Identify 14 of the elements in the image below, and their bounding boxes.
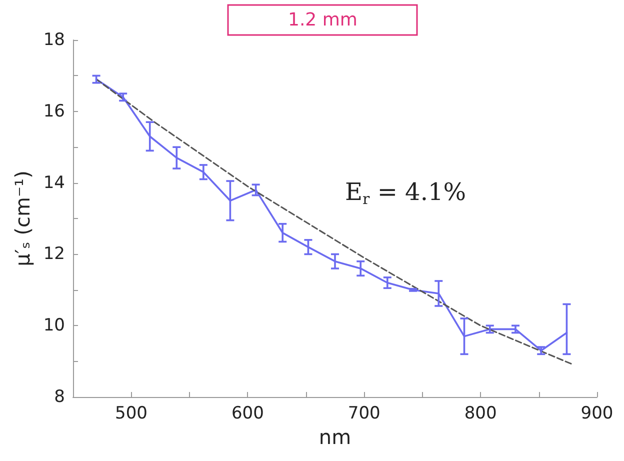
x-axis-title: nm xyxy=(318,425,352,449)
x-tick-label: 700 xyxy=(348,404,380,424)
y-tick-label: 10 xyxy=(43,316,65,336)
y-tick-label: 14 xyxy=(43,172,65,193)
y-tick-label: 18 xyxy=(43,30,65,50)
x-tick-label: 500 xyxy=(114,404,148,424)
x-tick-label: 800 xyxy=(464,404,497,424)
x-tick-label: 900 xyxy=(580,404,614,424)
y-tick-label: 12 xyxy=(43,244,65,264)
x-tick-label: 600 xyxy=(231,404,264,424)
chart-title: 1.2 mm xyxy=(288,10,358,30)
y-tick-label: 16 xyxy=(43,101,65,122)
y-tick-label: 8 xyxy=(54,387,65,407)
y-axis-title: μ′ₛ (cm⁻¹) xyxy=(10,170,34,266)
